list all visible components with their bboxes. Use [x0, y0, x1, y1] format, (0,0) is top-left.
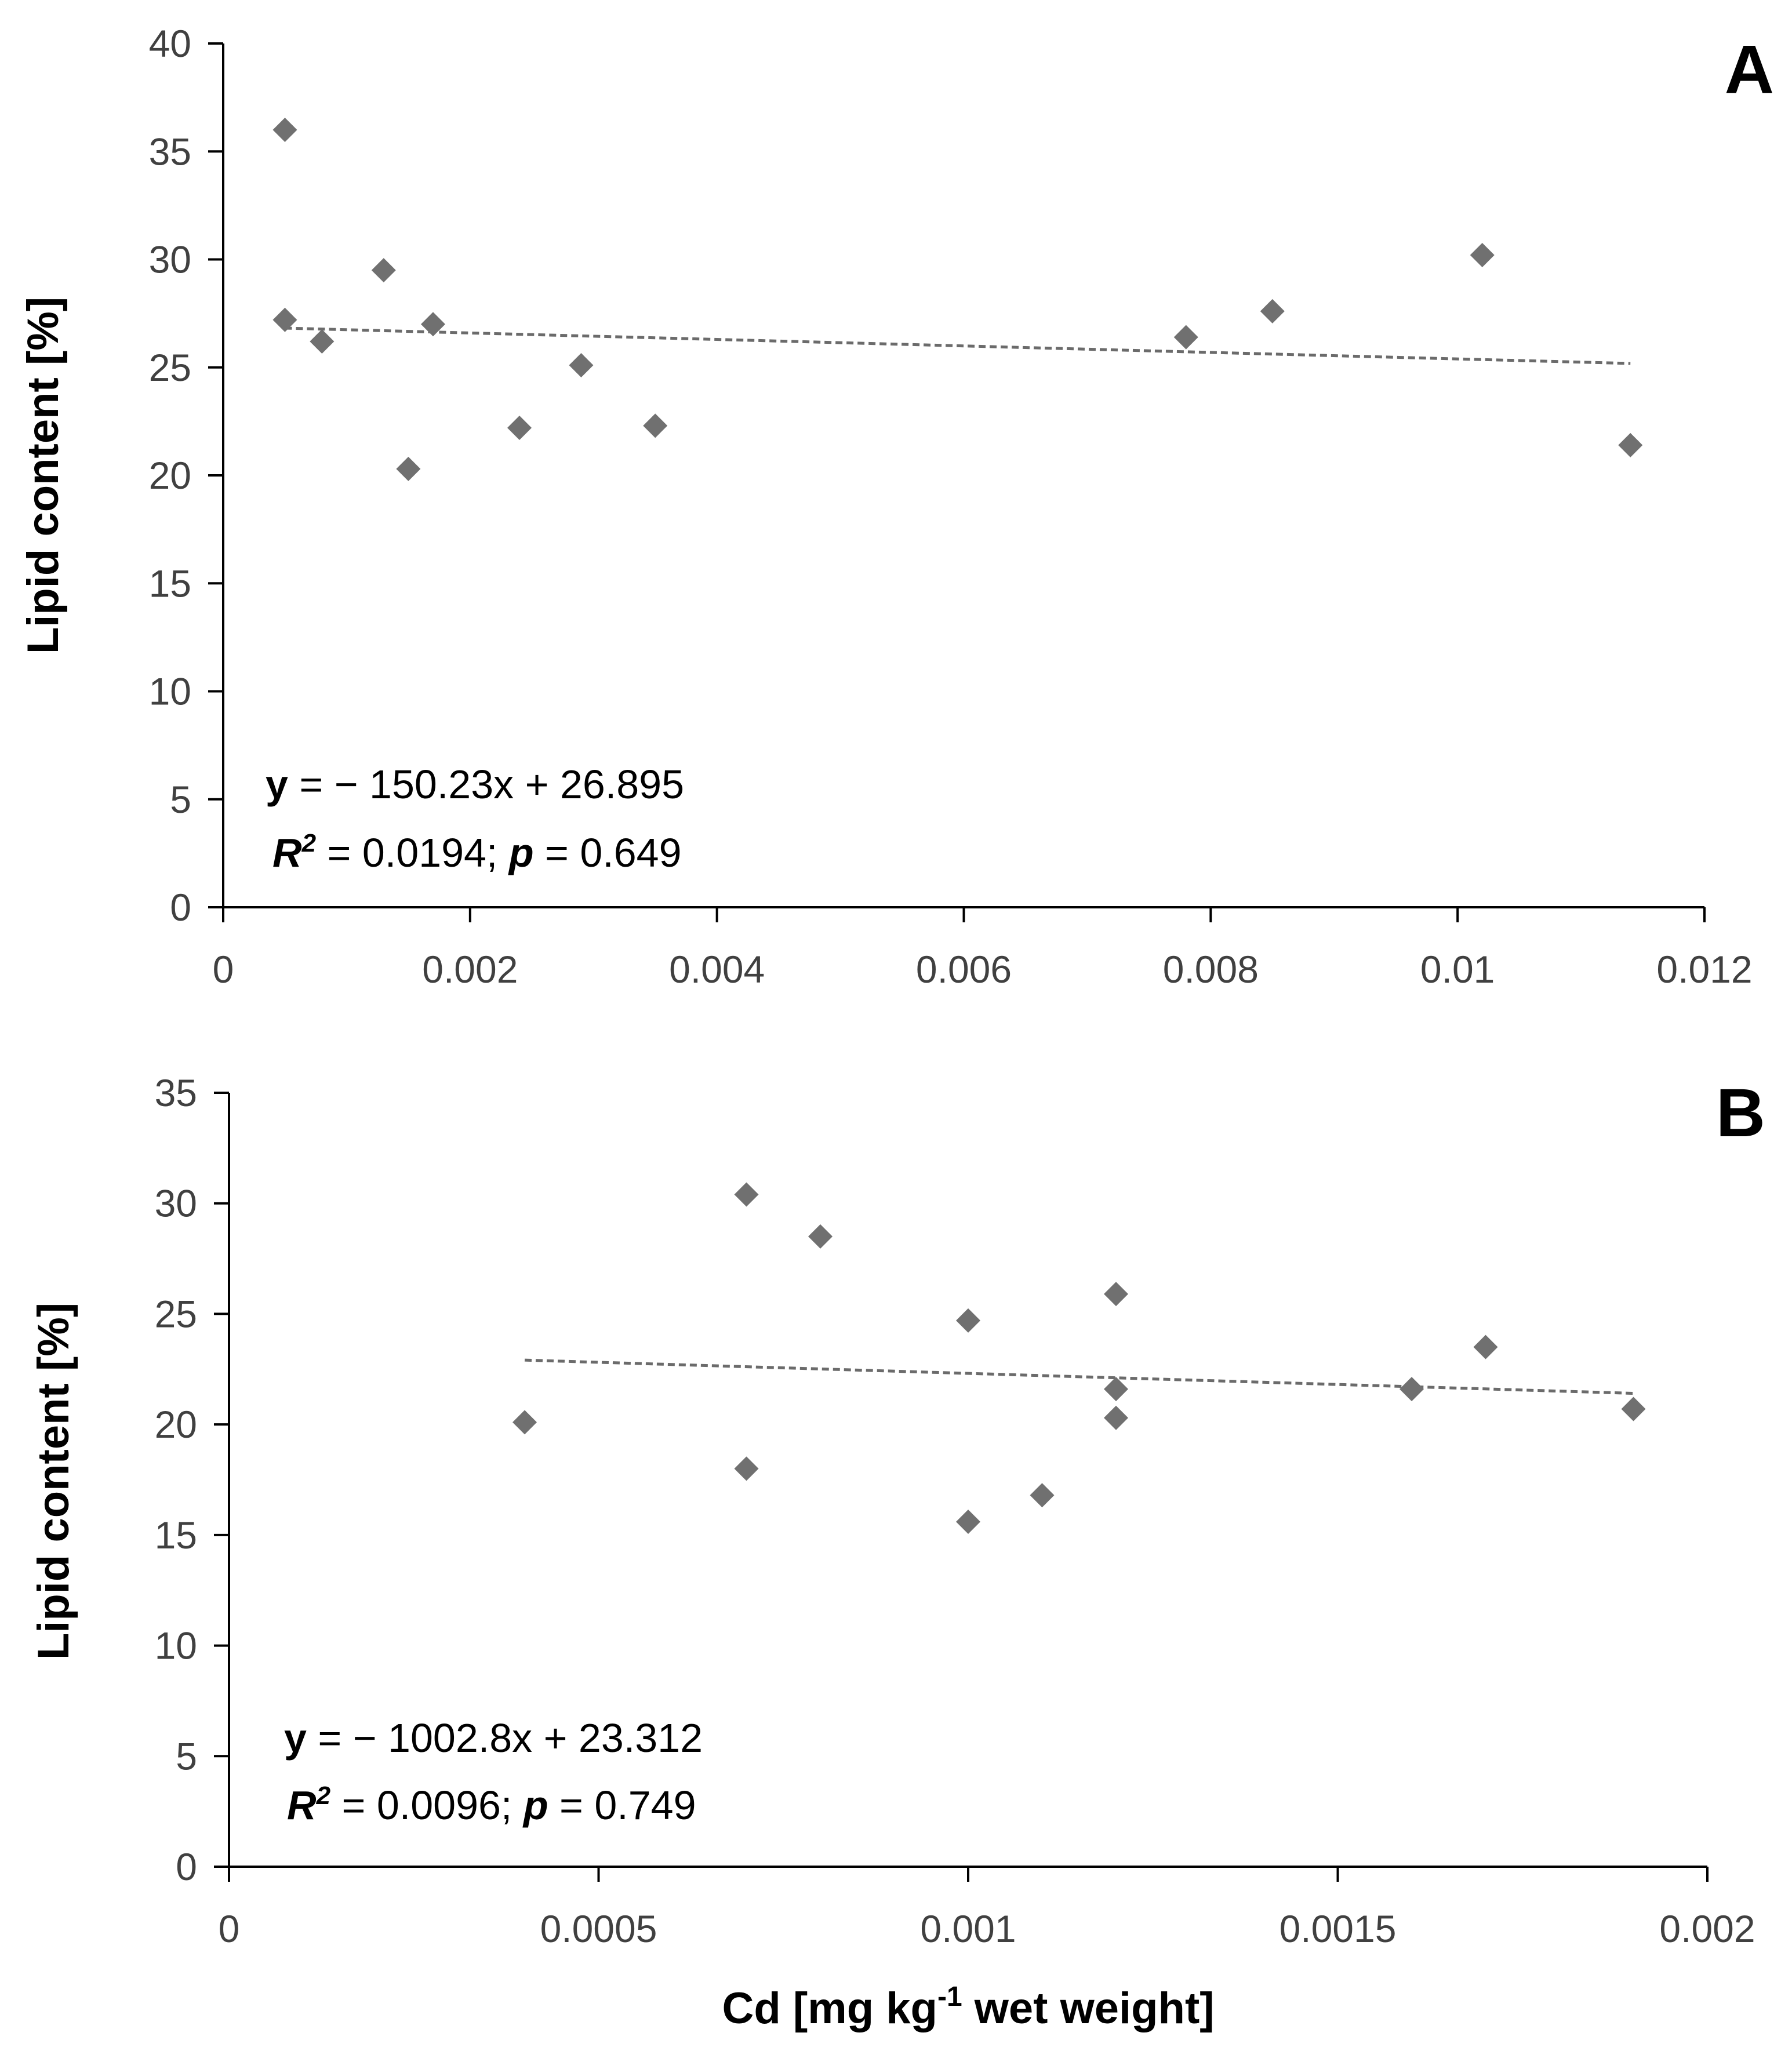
panel-a-y-tick-label: 40	[149, 22, 191, 65]
panel-b-r-symbol: R	[287, 1783, 317, 1828]
panel-a-data-points	[272, 118, 1643, 481]
panel-a-data-point	[1260, 299, 1285, 323]
panel-b-data-point	[956, 1308, 980, 1333]
panel-b-y-tick-label: 25	[155, 1292, 197, 1335]
panel-b-p-symbol: p	[522, 1783, 548, 1828]
panel-b-y-tick-label: 15	[155, 1514, 197, 1557]
panel-a-data-point	[420, 312, 445, 337]
panel-a-y-tick-label: 10	[149, 670, 191, 713]
panel-a-x-tick-label: 0.006	[916, 948, 1012, 991]
panel-a-y-tick-label: 35	[149, 130, 191, 173]
panel-b-data-point	[734, 1182, 759, 1207]
panel-b-x-ticks	[228, 1867, 1709, 1882]
panel-b-x-tick-labels: 0 0.0005 0.001 0.0015 0.002	[219, 1907, 1755, 1950]
panel-b-x-tick-label: 0	[219, 1907, 240, 1950]
panel-a-data-point	[1618, 432, 1643, 457]
panel-a-r-value: = 0.0194;	[316, 830, 509, 875]
panel-b-trendline	[524, 1358, 1634, 1395]
panel-a-background	[0, 0, 1792, 997]
panel-b-eq-y-symbol: y	[284, 1715, 307, 1761]
panel-b-data-point	[956, 1509, 980, 1534]
panel-a-x-tick-label: 0.004	[669, 948, 765, 991]
panel-a-label: A	[1725, 31, 1774, 108]
panel-a-y-tick-label: 0	[170, 886, 191, 929]
panel-b-equation-line: y = − 1002.8x + 23.312	[284, 1715, 703, 1761]
panel-a-eq-y-symbol: y	[266, 762, 288, 807]
panel-b-y-tick-labels: 0 5 10 15 20 25 30 35	[155, 1071, 197, 1888]
panel-b-y-tick-label: 10	[155, 1624, 197, 1667]
panel-b: 0 5 10 15 20 25 30 35 0 0.0005 0.001 0.0015 0.002 L…	[29, 1071, 1765, 1950]
panel-b-data-point	[1104, 1405, 1128, 1430]
panel-a-data-point	[310, 329, 335, 354]
panel-b-stats-line: R2 = 0.0096; p = 0.749	[287, 1781, 696, 1828]
panel-a-data-point	[643, 413, 668, 438]
panel-a-data-point	[396, 456, 421, 481]
panel-b-x-tick-label: 0.002	[1659, 1907, 1755, 1950]
panel-a-eq-y-rest: = − 150.23x + 26.895	[288, 762, 684, 807]
panel-b-data-point	[1621, 1397, 1646, 1421]
panel-a-trendline	[285, 326, 1631, 365]
panel-b-p-value: = 0.749	[548, 1783, 696, 1828]
panel-a-data-point	[1173, 325, 1198, 350]
panel-a-r-exponent: 2	[301, 829, 317, 857]
panel-b-r-exponent: 2	[316, 1781, 331, 1810]
panel-b-data-point	[1104, 1282, 1128, 1307]
panel-a-y-axis-title: Lipid content [%]	[19, 297, 68, 654]
panel-b-data-point	[734, 1456, 759, 1481]
panel-b-data-point	[808, 1224, 833, 1249]
panel-a-y-tick-label: 15	[149, 562, 191, 605]
panel-a-p-value: = 0.649	[534, 830, 682, 875]
panel-b-x-tick-label: 0.0005	[540, 1907, 657, 1950]
panel-b-y-tick-label: 0	[176, 1845, 197, 1888]
panel-b-y-ticks	[214, 1092, 229, 1868]
panel-a-y-tick-labels: 0 5 10 15 20 25 30 35 40	[149, 22, 191, 929]
panel-b-x-tick-label: 0.0015	[1280, 1907, 1397, 1950]
x-axis-title-suffix: wet weight]	[962, 1984, 1215, 2033]
panel-b-data-points	[512, 1182, 1646, 1534]
panel-a-x-tick-label: 0.002	[422, 948, 518, 991]
panel-b-data-point	[1104, 1377, 1128, 1402]
panel-a-r-symbol: R	[272, 830, 302, 875]
panel-a-y-tick-label: 25	[149, 346, 191, 389]
panel-a-data-point	[272, 307, 297, 332]
panel-a-x-tick-labels: 0 0.002 0.004 0.006 0.008 0.01 0.012	[213, 948, 1753, 991]
shared-x-axis-title: Cd [mg kg-1 wet weight]	[722, 1981, 1214, 2033]
x-axis-title-superscript: -1	[937, 1981, 962, 2012]
panel-a-data-point	[507, 416, 532, 441]
panel-a-data-point	[272, 118, 297, 142]
panel-b-y-tick-label: 30	[155, 1182, 197, 1225]
panel-a-y-tick-label: 5	[170, 778, 191, 821]
panel-a-x-tick-label: 0.012	[1656, 948, 1752, 991]
panel-a-y-ticks	[208, 42, 223, 908]
panel-b-data-point	[1400, 1377, 1424, 1402]
panel-b-y-tick-label: 35	[155, 1071, 197, 1114]
panel-b-eq-y-rest: = − 1002.8x + 23.312	[307, 1715, 703, 1761]
panel-b-label: B	[1716, 1075, 1765, 1151]
panel-b-r-value: = 0.0096;	[330, 1783, 524, 1828]
panel-b-data-point	[1473, 1335, 1498, 1359]
panel-a-data-point	[1470, 243, 1495, 268]
panel-b-y-axis-title: Lipid content [%]	[29, 1303, 78, 1660]
panel-a-x-tick-label: 0.01	[1420, 948, 1495, 991]
panel-b-data-point	[1030, 1483, 1055, 1508]
panel-a-p-symbol: p	[508, 830, 534, 875]
panel-b-y-tick-label: 5	[176, 1735, 197, 1777]
x-axis-title-prefix: Cd [mg kg	[722, 1984, 937, 2033]
panel-a-stats-line: R2 = 0.0194; p = 0.649	[272, 829, 682, 875]
panel-a-data-point	[569, 353, 594, 378]
panel-a-y-tick-label: 20	[149, 454, 191, 497]
panel-a: 0 5 10 15 20 25 30 35 40 0 0.002 0.004 0.006 0.008 0.…	[0, 0, 1792, 997]
panel-b-x-tick-label: 0.001	[920, 1907, 1016, 1950]
panel-a-y-tick-label: 30	[149, 238, 191, 281]
panel-a-equation-line: y = − 150.23x + 26.895	[266, 762, 684, 807]
panel-b-y-tick-label: 20	[155, 1403, 197, 1446]
panel-a-x-tick-label: 0	[213, 948, 234, 991]
panel-a-data-point	[371, 258, 396, 283]
panel-b-data-point	[512, 1410, 537, 1435]
panel-a-x-ticks	[222, 907, 1706, 922]
panel-a-x-tick-label: 0.008	[1163, 948, 1259, 991]
